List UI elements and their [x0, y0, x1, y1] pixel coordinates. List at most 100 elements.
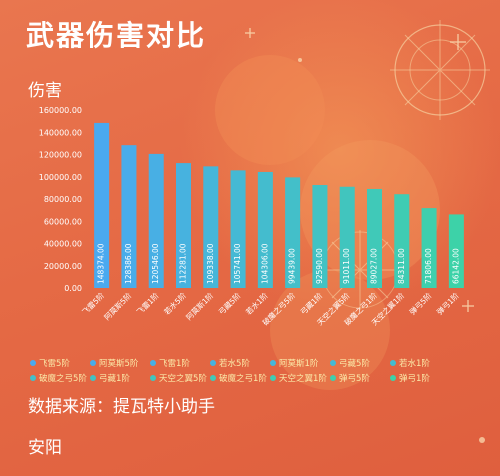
y-axis: 0.00 20000.00 40000.00 60000.00 80000.00 1000… [39, 106, 82, 293]
legend-marker-icon [390, 374, 396, 381]
legend-label: 阿莫斯5阶 [99, 358, 139, 369]
y-tick-label: 0.00 [64, 284, 82, 293]
legend-item: 飞雷5阶 [30, 357, 90, 369]
legend-marker-icon [90, 359, 96, 366]
x-tick-label: 若水1阶 [243, 290, 270, 317]
bar [366, 188, 383, 288]
bar [448, 214, 464, 288]
legend-marker-icon [270, 374, 276, 381]
y-tick-label: 20000.00 [44, 262, 82, 271]
legend-item: 天空之翼1阶 [270, 372, 330, 384]
x-tick-label: 阿莫斯5阶 [102, 290, 134, 322]
legend-label: 天空之翼1阶 [279, 373, 327, 384]
x-tick-label: 弹弓1阶 [434, 290, 461, 317]
bar [175, 163, 192, 288]
bar-value-label: 112281.00 [179, 243, 188, 284]
legend-marker-icon [330, 374, 336, 381]
legend-row: 飞雷5阶 阿莫斯5阶 飞雷1阶 若水5阶 阿莫斯1阶 弓藏5阶 若水1阶 [30, 355, 490, 370]
y-tick-label: 40000.00 [44, 240, 82, 249]
legend-label: 破魔之弓1阶 [219, 373, 267, 384]
bar-value-label: 120546.00 [151, 243, 160, 284]
legend-marker-icon [330, 359, 336, 366]
data-source-note: 数据来源：提瓦特小助手 [28, 397, 215, 417]
bar-value-label: 148374.00 [97, 243, 106, 284]
legend-item: 弓藏5阶 [330, 357, 390, 369]
legend-row: 破魔之弓5阶 弓藏1阶 天空之翼5阶 破魔之弓1阶 天空之翼1阶 弹弓5阶 弹弓1阶 [30, 370, 490, 385]
y-tick-label: 140000.00 [39, 128, 82, 137]
legend-label: 若水1阶 [399, 358, 430, 369]
bar-series: 148374.00 128386.00 120546.00 112281.00 1093… [94, 122, 464, 288]
legend-label: 弹弓1阶 [399, 373, 430, 384]
bar [285, 177, 301, 288]
legend-marker-icon [150, 359, 156, 366]
x-tick-label: 弹弓5阶 [407, 290, 434, 317]
y-axis-title: 伤害 [28, 81, 62, 101]
legend: 飞雷5阶 阿莫斯5阶 飞雷1阶 若水5阶 阿莫斯1阶 弓藏5阶 若水1阶破魔之弓5阶 弓藏1阶… [30, 355, 490, 385]
legend-label: 弹弓5阶 [339, 373, 370, 384]
x-tick-label: 飞雷1阶 [134, 290, 161, 317]
legend-item: 飞雷1阶 [150, 357, 210, 369]
legend-marker-icon [150, 374, 156, 381]
legend-label: 天空之翼5阶 [159, 373, 207, 384]
legend-label: 飞雷1阶 [159, 358, 190, 369]
bar [230, 170, 246, 288]
legend-marker-icon [90, 374, 96, 381]
bar-value-label: 128386.00 [124, 243, 133, 284]
x-tick-label: 阿莫斯1阶 [184, 290, 216, 322]
legend-marker-icon [30, 359, 36, 366]
page-title: 武器伤害对比 [26, 19, 207, 52]
bar [312, 184, 328, 288]
bar [148, 153, 164, 288]
legend-label: 若水5阶 [219, 358, 250, 369]
legend-marker-icon [210, 359, 216, 366]
y-tick-label: 80000.00 [44, 195, 82, 204]
bar-value-label: 71806.00 [424, 248, 433, 284]
bar [203, 166, 219, 288]
legend-item: 阿莫斯1阶 [270, 357, 330, 369]
legend-marker-icon [210, 374, 216, 381]
bar [94, 122, 110, 288]
bar-value-label: 91011.00 [342, 248, 351, 284]
legend-label: 弓藏5阶 [339, 358, 370, 369]
bar [394, 194, 410, 288]
bar-value-label: 104306.00 [260, 243, 269, 284]
legend-item: 破魔之弓1阶 [210, 372, 270, 384]
x-tick-label: 飞雷5阶 [80, 290, 107, 317]
bar-value-label: 66142.00 [451, 248, 460, 284]
legend-marker-icon [30, 374, 36, 381]
y-tick-label: 60000.00 [44, 217, 82, 226]
legend-item: 弹弓5阶 [330, 372, 390, 384]
legend-item: 弹弓1阶 [390, 372, 450, 384]
x-tick-label: 弓藏5阶 [216, 290, 243, 317]
bar [121, 145, 137, 288]
legend-label: 破魔之弓5阶 [39, 373, 87, 384]
y-tick-label: 160000.00 [39, 106, 82, 115]
y-tick-label: 100000.00 [39, 173, 82, 182]
bar-value-label: 92590.00 [315, 248, 324, 284]
legend-item: 破魔之弓5阶 [30, 372, 90, 384]
x-tick-label: 弓藏1阶 [298, 290, 325, 317]
bar [421, 208, 437, 288]
legend-label: 弓藏1阶 [99, 373, 130, 384]
x-tick-label: 若水5阶 [162, 290, 189, 317]
legend-label: 飞雷5阶 [39, 358, 70, 369]
bar-value-label: 84311.00 [397, 248, 406, 284]
legend-item: 天空之翼5阶 [150, 372, 210, 384]
bar-value-label: 109338.00 [206, 243, 215, 284]
bar [257, 171, 273, 288]
legend-marker-icon [270, 359, 276, 366]
legend-item: 弓藏1阶 [90, 372, 150, 384]
author-label: 安阳 [28, 438, 62, 458]
legend-marker-icon [390, 359, 396, 366]
legend-item: 若水5阶 [210, 357, 270, 369]
bar-value-label: 89027.00 [370, 248, 379, 284]
legend-label: 阿莫斯1阶 [279, 358, 319, 369]
bar [339, 186, 355, 288]
bar-value-label: 105741.00 [233, 243, 242, 284]
legend-item: 若水1阶 [390, 357, 450, 369]
y-tick-label: 120000.00 [39, 151, 82, 160]
bar-value-label: 99439.00 [288, 248, 297, 284]
